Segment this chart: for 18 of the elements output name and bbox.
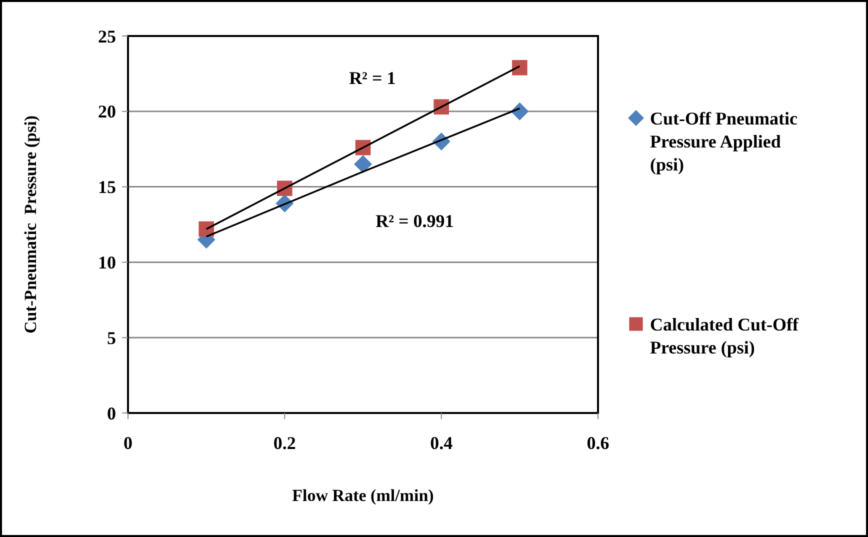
legend-label: Cut-Off Pneumatic Pressure Applied (psi) (650, 108, 798, 174)
legend-label: Calculated Cut-Off Pressure (psi) (650, 314, 800, 358)
y-tick-label: 15 (98, 177, 116, 198)
y-tick-label: 25 (98, 26, 116, 46)
x-axis-title: Flow Rate (ml/min) (292, 486, 434, 505)
point (354, 155, 372, 174)
y-tick-label: 0 (107, 403, 116, 424)
point (512, 60, 528, 76)
annotation: R² = 1 (349, 68, 396, 88)
x-tick-label: 0 (124, 433, 132, 453)
y-tick-label: 5 (107, 328, 116, 348)
y-axis-title: Cut-Pneumatic Pressure (psi) (21, 116, 40, 334)
y-tick-label: 10 (98, 252, 116, 272)
x-tick-label: 0.2 (273, 433, 296, 453)
x-tick-label: 0.6 (586, 433, 610, 453)
x-tick-label: 0.4 (430, 433, 453, 453)
annotation: R² = 0.991 (376, 211, 454, 232)
y-tick-label: 20 (98, 102, 116, 122)
